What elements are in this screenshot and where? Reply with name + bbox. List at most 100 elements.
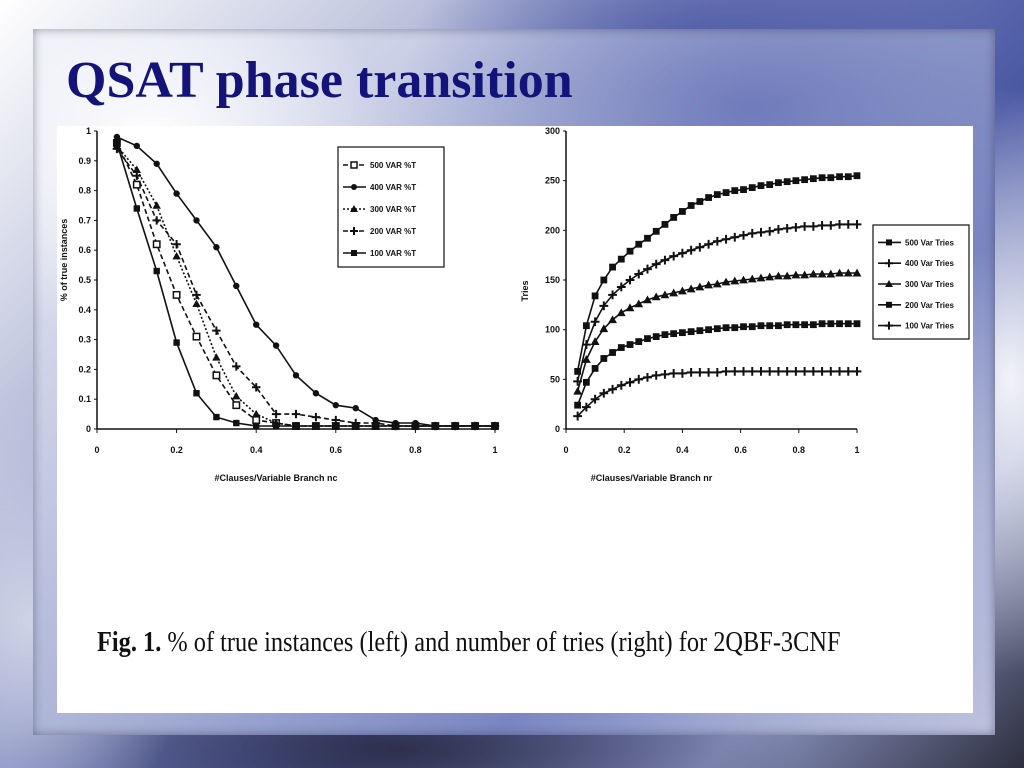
- right-series-4-point: [644, 335, 651, 343]
- right-series-3-point: [616, 308, 626, 317]
- left-series-2-point: [213, 244, 220, 251]
- right-series-5-point: [669, 368, 679, 378]
- left-x-tick-label: 0.4: [250, 445, 263, 455]
- slide-title: QSAT phase transition: [66, 52, 573, 109]
- left-x-tick-label: 0.8: [409, 445, 422, 455]
- left-legend-label-5: 100 VAR %T: [370, 249, 416, 258]
- right-series-1-point: [836, 173, 843, 181]
- left-series-3-point: [152, 201, 161, 209]
- right-series-4-point: [748, 323, 756, 331]
- right-series-4-point: [635, 338, 643, 345]
- right-series-4-point: [609, 349, 616, 356]
- right-series-2-point: [599, 301, 609, 311]
- left-series-5-point: [253, 422, 260, 430]
- left-series-5-point: [292, 422, 300, 430]
- left-series-3-point: [132, 165, 141, 173]
- left-series-3-point: [232, 392, 241, 400]
- left-series-5-point: [452, 422, 459, 430]
- right-series-2-point: [747, 228, 757, 238]
- right-x-tick-label: 0.6: [734, 445, 747, 455]
- left-series-4-point: [132, 171, 141, 180]
- right-series-1-point: [687, 202, 695, 209]
- right-series-4-point: [679, 329, 686, 337]
- left-series-1-point: [192, 332, 201, 341]
- right-series-3-point: [651, 292, 661, 301]
- left-series-2-point: [253, 321, 260, 328]
- right-series-2-point: [817, 220, 827, 230]
- right-series-2-line: [576, 223, 857, 382]
- left-series-1-point: [172, 290, 181, 299]
- left-series-5-point: [153, 267, 160, 275]
- right-series-5-point: [782, 366, 792, 376]
- right-series-1-point: [809, 175, 817, 183]
- right-series-5-point: [573, 411, 583, 421]
- right-series-5-point: [852, 366, 862, 376]
- left-series-5-point: [332, 422, 339, 430]
- left-x-tick-label: 1: [492, 445, 497, 455]
- right-series-2-point: [826, 220, 836, 230]
- right-series-2-point: [660, 255, 670, 265]
- left-series-4-point: [152, 216, 161, 225]
- left-series-1-point: [212, 371, 221, 380]
- right-series-2-point: [651, 259, 661, 269]
- right-series-5-point: [678, 368, 687, 378]
- right-series-3-point: [599, 324, 609, 333]
- right-series-4-point: [722, 324, 730, 332]
- right-series-2-point: [721, 234, 731, 244]
- right-series-3-point: [573, 386, 583, 395]
- right-y-tick-label: 150: [545, 275, 560, 285]
- right-series-1-point: [661, 220, 669, 228]
- left-series-5-point: [213, 413, 220, 421]
- right-series-2-point: [808, 221, 818, 231]
- left-series-5-point: [193, 390, 200, 397]
- left-y-tick-label: 0.6: [78, 245, 91, 255]
- right-series-1-point: [696, 198, 704, 205]
- right-series-1-point: [600, 276, 608, 284]
- right-series-3-point: [634, 299, 644, 308]
- left-x-axis-label: #Clauses/Variable Branch nc: [214, 473, 337, 483]
- figure-caption: Fig. 1. % of true instances (left) and n…: [97, 626, 841, 659]
- right-legend-marker-2: [885, 259, 893, 268]
- figure-caption-text: % of true instances (left) and number of…: [167, 626, 841, 658]
- right-series-2-point: [791, 222, 801, 232]
- right-series-3-point: [660, 290, 670, 299]
- right-series-5-point: [808, 366, 818, 376]
- left-series-3-point: [212, 353, 221, 361]
- right-series-5-point: [747, 366, 757, 376]
- left-legend-marker-3: [350, 205, 358, 212]
- left-series-5-point: [432, 422, 439, 430]
- left-series-2-point: [352, 404, 359, 412]
- right-series-1-point: [748, 184, 756, 192]
- left-series-2-point: [312, 390, 320, 397]
- right-series-2-point: [581, 340, 591, 349]
- left-y-tick-label: 0: [86, 424, 91, 434]
- left-y-tick-label: 0.3: [78, 335, 91, 345]
- right-series-4-point: [582, 378, 590, 386]
- right-series-4-point: [600, 355, 608, 362]
- right-legend-marker-5: [885, 321, 893, 330]
- left-series-4-point: [232, 362, 241, 371]
- right-series-3-point: [782, 271, 792, 280]
- right-series-5-point: [599, 388, 609, 398]
- right-series-3-point: [643, 295, 652, 304]
- right-y-axis-label: Tries: [520, 280, 530, 301]
- left-series-5-point: [312, 422, 320, 430]
- right-series-4-point: [783, 321, 791, 329]
- right-series-2-point: [625, 275, 635, 285]
- right-series-4-point: [740, 323, 747, 331]
- right-x-axis-label: #Clauses/Variable Branch nr: [591, 473, 713, 483]
- right-series-2-point: [852, 219, 862, 229]
- left-series-2-point: [272, 342, 280, 349]
- right-series-1-point: [783, 178, 791, 186]
- right-series-2-point: [843, 219, 853, 229]
- right-series-5-point: [756, 366, 766, 376]
- figure-charts: 0 0.1 0.2 0.3 0.4 0.5 0.6 0.7 0.8 0.9 1 0 0.2 0.4 0.6 0…: [59, 126, 970, 483]
- right-legend-label-5: 100 Var Tries: [905, 322, 954, 331]
- right-series-5-point: [800, 366, 810, 376]
- right-series-1-point: [853, 172, 861, 180]
- right-series-2-point: [730, 232, 740, 242]
- left-series-5-point: [173, 339, 180, 346]
- left-series-5-point: [133, 205, 140, 212]
- right-legend-marker-1: [886, 239, 892, 246]
- figure-caption-label: Fig. 1.: [97, 626, 162, 658]
